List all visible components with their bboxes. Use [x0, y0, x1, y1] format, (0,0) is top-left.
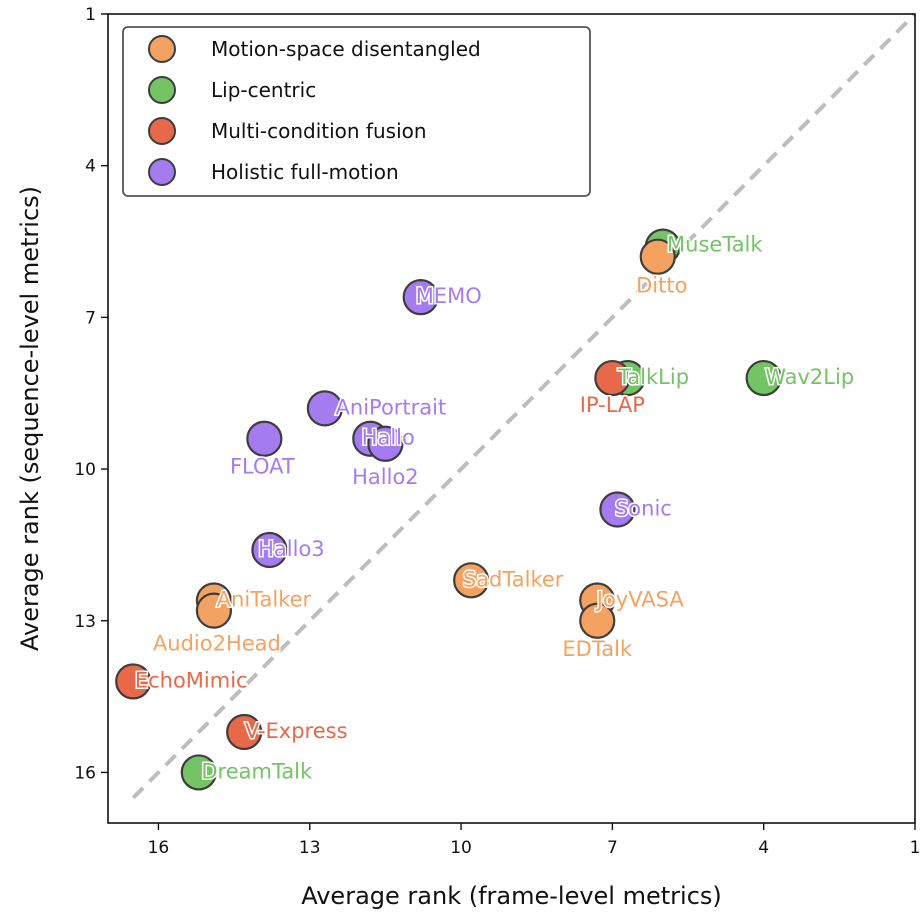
- point-label-memo: MEMO: [416, 284, 482, 308]
- legend-marker: [148, 35, 176, 63]
- y-tick-label: 10: [74, 460, 96, 480]
- reference-diagonal-line: [131, 12, 917, 800]
- point-label-aniportrait: AniPortrait: [336, 395, 447, 419]
- point-hallo3: [251, 531, 288, 569]
- y-tick-label: 4: [85, 157, 96, 177]
- point-label-talklip: TalkLip: [617, 365, 689, 389]
- point-label-hallo3: Hallo3: [258, 537, 325, 561]
- point-labels-layer: MuseTalk Ditto MEMO TalkLip IP-LAP Wav2Lip Ani…: [133, 231, 855, 785]
- x-tick-label: 7: [607, 838, 618, 858]
- point-float: [246, 420, 283, 457]
- point-label-echomimic: EchoMimic: [135, 668, 248, 692]
- point-dreamtalk: [180, 754, 217, 791]
- legend-label: Multi-condition fusion: [211, 119, 427, 143]
- x-tick-label: 10: [450, 838, 472, 858]
- point-sonic: [599, 491, 636, 528]
- y-tick-label: 7: [85, 308, 96, 328]
- point-label-sonic: Sonic: [615, 497, 672, 521]
- y-tick-label: 1: [85, 5, 96, 25]
- legend: Motion-space disentangled Lip-centric Mult…: [122, 26, 591, 197]
- point-label-float: FLOAT: [230, 455, 295, 479]
- points-layer: [115, 228, 782, 791]
- point-label-hallo2: Hallo2: [352, 465, 419, 489]
- point-label-sadtalker: SadTalker: [463, 567, 564, 591]
- legend-label: Lip-centric: [211, 78, 316, 102]
- point-label-wav2lip: Wav2Lip: [765, 365, 854, 389]
- reference-line-layer: [131, 12, 917, 800]
- axis-ticks: 16 13 10 7 4 1 1 4 7 10 13 16: [74, 5, 920, 858]
- point-label-ditto: Ditto: [636, 274, 687, 298]
- point-label-dreamtalk: DreamTalk: [201, 759, 313, 783]
- legend-marker: [148, 117, 176, 145]
- x-tick-label: 1: [910, 838, 921, 858]
- point-label-musetalk: MuseTalk: [667, 233, 763, 257]
- point-label-anitalker: AniTalker: [217, 588, 312, 612]
- x-tick-label: 4: [758, 838, 769, 858]
- point-audio2head: [195, 592, 233, 629]
- point-echomimic: [115, 663, 152, 700]
- point-label-ip-lap: IP-LAP: [580, 393, 645, 417]
- point-ditto: [639, 238, 676, 275]
- y-tick-label: 13: [74, 612, 96, 632]
- point-label-hallo: Hallo: [362, 426, 415, 450]
- point-edtalk: [579, 602, 616, 639]
- x-tick-label: 13: [299, 838, 321, 858]
- point-aniportrait: [306, 390, 343, 427]
- point-wav2lip: [745, 359, 782, 397]
- legend-marker: [148, 158, 176, 186]
- plot-frame: [107, 13, 916, 824]
- point-label-edtalk: EDTalk: [562, 637, 632, 661]
- point-label-audio2head: Audio2Head: [153, 632, 281, 656]
- legend-label: Motion-space disentangled: [211, 37, 481, 61]
- point-v-express: [226, 713, 263, 751]
- point-label-joyvasa: JoyVASA: [595, 588, 685, 612]
- point-hallo2: [367, 425, 404, 462]
- legend-marker: [148, 76, 176, 104]
- legend-label: Holistic full-motion: [211, 160, 399, 184]
- point-sadtalker: [453, 562, 490, 599]
- x-axis-label: Average rank (frame-level metrics): [301, 882, 722, 910]
- x-tick-label: 16: [148, 838, 170, 858]
- point-memo: [402, 279, 439, 316]
- point-ip-lap: [594, 359, 631, 397]
- legend-box: [122, 26, 591, 197]
- point-label-v-express: V-Express: [245, 719, 348, 743]
- y-axis-label: Average rank (sequence-level metrics): [16, 186, 44, 651]
- y-tick-label: 16: [74, 763, 96, 783]
